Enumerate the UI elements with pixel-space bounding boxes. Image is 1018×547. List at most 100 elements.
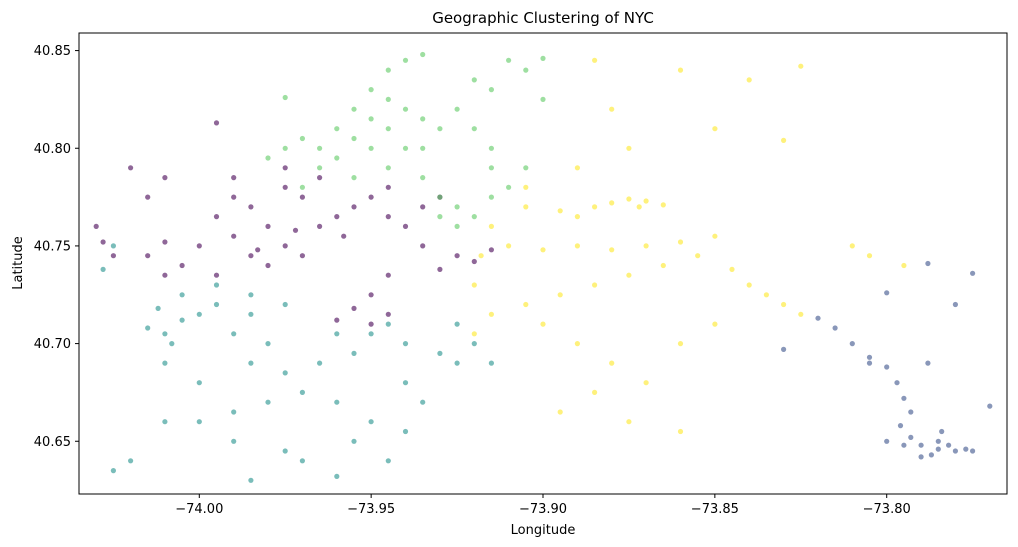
data-point-cluster-2-34	[299, 458, 305, 464]
data-point-cluster-2-14	[248, 360, 254, 366]
y-tick-label: 40.70	[34, 337, 71, 352]
data-point-cluster-1-24	[952, 301, 959, 308]
series-cluster-2	[100, 243, 494, 483]
data-point-cluster-4-13	[609, 247, 615, 253]
data-point-cluster-2-48	[282, 448, 288, 454]
data-point-cluster-0-38	[368, 321, 374, 327]
y-axis-label: Latitude	[11, 236, 26, 290]
data-point-cluster-3-1	[402, 57, 409, 63]
y-tick-label: 40.85	[34, 44, 71, 59]
data-point-cluster-3-32	[454, 106, 460, 112]
data-point-cluster-2-40	[162, 360, 168, 366]
data-point-cluster-1-23	[925, 260, 931, 267]
data-point-cluster-1-10	[918, 442, 924, 448]
data-point-cluster-1-7	[908, 409, 914, 415]
data-point-cluster-4-16	[712, 233, 718, 239]
data-point-cluster-0-9	[282, 243, 288, 249]
data-point-cluster-4-40	[523, 184, 529, 190]
data-point-cluster-4-15	[677, 239, 684, 245]
data-point-cluster-0-1	[248, 204, 254, 210]
data-point-cluster-0-31	[471, 258, 477, 265]
data-point-cluster-1-14	[946, 442, 952, 448]
data-point-cluster-2-3	[196, 311, 202, 317]
data-point-cluster-3-3	[368, 87, 374, 93]
data-point-cluster-0-35	[385, 272, 391, 278]
data-point-cluster-2-19	[402, 341, 409, 347]
data-point-cluster-2-22	[385, 321, 391, 327]
data-point-cluster-1-0	[815, 315, 821, 321]
data-point-cluster-0-10	[317, 223, 323, 229]
data-point-cluster-4-49	[798, 63, 804, 69]
data-point-cluster-1-8	[897, 423, 904, 429]
data-point-cluster-3-5	[351, 106, 357, 112]
data-point-cluster-2-12	[231, 331, 237, 337]
data-point-cluster-1-5	[894, 380, 900, 386]
data-point-cluster-0-17	[351, 204, 357, 210]
data-point-cluster-3-2	[420, 51, 426, 58]
data-point-cluster-1-22	[970, 270, 976, 276]
data-point-cluster-1-1	[832, 325, 838, 331]
data-point-cluster-2-20	[437, 350, 443, 356]
data-point-cluster-0-3	[299, 194, 305, 200]
data-point-cluster-0-28	[402, 223, 409, 229]
x-tick-label: −74.00	[175, 502, 223, 517]
data-point-cluster-2-23	[334, 331, 340, 337]
data-point-cluster-2-31	[402, 380, 409, 386]
data-point-cluster-4-52	[901, 262, 907, 269]
data-point-cluster-2-45	[110, 243, 116, 249]
data-point-cluster-1-3	[866, 354, 873, 360]
data-point-cluster-2-9	[282, 301, 288, 308]
data-point-cluster-4-25	[592, 282, 598, 288]
data-point-cluster-3-41	[299, 184, 305, 190]
data-point-cluster-4-47	[592, 57, 598, 63]
data-point-cluster-4-22	[798, 311, 804, 317]
data-point-cluster-3-0	[385, 67, 391, 73]
data-point-cluster-0-30	[454, 253, 460, 259]
data-point-cluster-2-8	[248, 292, 254, 298]
data-point-cluster-1-25	[884, 290, 890, 296]
data-point-cluster-3-28	[506, 184, 512, 190]
data-point-cluster-4-7	[643, 198, 649, 204]
data-point-cluster-0-12	[179, 262, 185, 269]
data-point-cluster-0-42	[110, 253, 116, 259]
data-point-cluster-4-29	[471, 331, 477, 337]
data-point-cluster-3-36	[540, 55, 546, 62]
data-point-cluster-4-46	[677, 67, 684, 73]
data-point-cluster-0-36	[368, 292, 374, 298]
data-point-cluster-0-46	[213, 120, 220, 126]
data-point-cluster-0-20	[317, 175, 323, 181]
series-cluster-0	[93, 120, 494, 327]
data-point-cluster-3-11	[299, 135, 305, 142]
data-point-cluster-1-11	[935, 446, 941, 452]
data-point-cluster-0-4	[213, 214, 220, 220]
data-point-cluster-3-9	[317, 145, 323, 151]
data-point-cluster-4-30	[540, 321, 546, 327]
data-point-cluster-1-2	[849, 341, 855, 347]
data-point-cluster-4-5	[609, 200, 615, 206]
data-point-cluster-2-33	[385, 458, 391, 464]
data-point-cluster-3-17	[420, 116, 426, 122]
data-point-cluster-2-5	[155, 305, 161, 311]
data-point-cluster-0-27	[420, 204, 426, 210]
data-point-cluster-1-28	[925, 360, 931, 366]
data-point-cluster-1-20	[901, 442, 907, 448]
data-point-cluster-2-37	[128, 458, 134, 464]
series-cluster-3	[265, 51, 546, 229]
data-point-cluster-4-27	[523, 301, 529, 308]
y-tick-label: 40.65	[34, 435, 71, 450]
data-point-cluster-0-37	[351, 305, 357, 311]
data-point-cluster-3-8	[351, 135, 357, 142]
data-point-cluster-0-14	[162, 272, 168, 278]
x-tick-label: −73.85	[691, 502, 739, 517]
data-point-cluster-0-5	[265, 223, 271, 229]
data-point-cluster-4-0	[488, 223, 494, 229]
data-point-cluster-0-2	[282, 184, 288, 190]
series-cluster-1	[781, 260, 993, 460]
data-point-cluster-0-34	[488, 247, 494, 253]
data-point-cluster-4-8	[660, 202, 666, 208]
data-point-cluster-4-39	[478, 253, 484, 259]
data-point-cluster-4-37	[592, 389, 598, 395]
data-point-cluster-4-26	[557, 292, 563, 298]
data-point-cluster-2-2	[179, 317, 185, 323]
